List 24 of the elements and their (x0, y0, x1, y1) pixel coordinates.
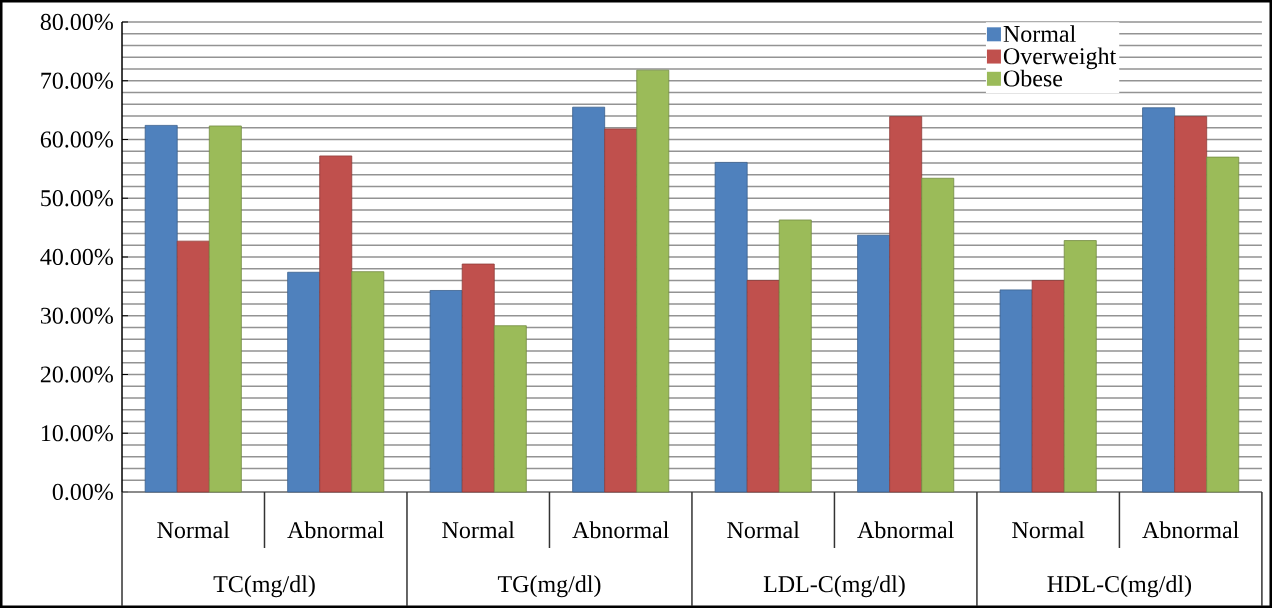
y-tick-label: 60.00% (40, 131, 113, 148)
y-tick-label: 0.00% (52, 483, 113, 501)
y-tick-label: 10.00% (41, 425, 113, 442)
x-tick-label: Abnormal (287, 521, 384, 539)
x-tick-label: Normal (442, 521, 515, 539)
x-tick-label: Normal (1012, 521, 1085, 539)
x-tick-label: Abnormal (857, 521, 954, 539)
x-tick-label: Normal (157, 521, 230, 539)
text: HDL-C(mg/dl) (1047, 575, 1192, 598)
y-tick-label: 40.00% (40, 248, 113, 266)
x-tick-label: Abnormal (1142, 521, 1239, 539)
legend-label: Obese (1003, 69, 1063, 87)
legend-label: Overweight (1003, 47, 1117, 70)
y-tick-label: 50.00% (41, 190, 113, 207)
text: TG(mg/dl) (497, 575, 601, 598)
legend-label: Normal (1003, 25, 1076, 43)
y-tick-label: 20.00% (40, 366, 113, 383)
x-tick-label: Abnormal (572, 521, 669, 539)
text: TC(mg/dl) (213, 575, 315, 598)
y-tick-label: 70.00% (41, 72, 113, 89)
y-tick-label: 30.00% (40, 307, 113, 324)
y-tick-label: 80.00% (40, 13, 113, 31)
x-tick-label: Normal (727, 521, 800, 539)
text: LDL-C(mg/dl) (763, 575, 905, 598)
